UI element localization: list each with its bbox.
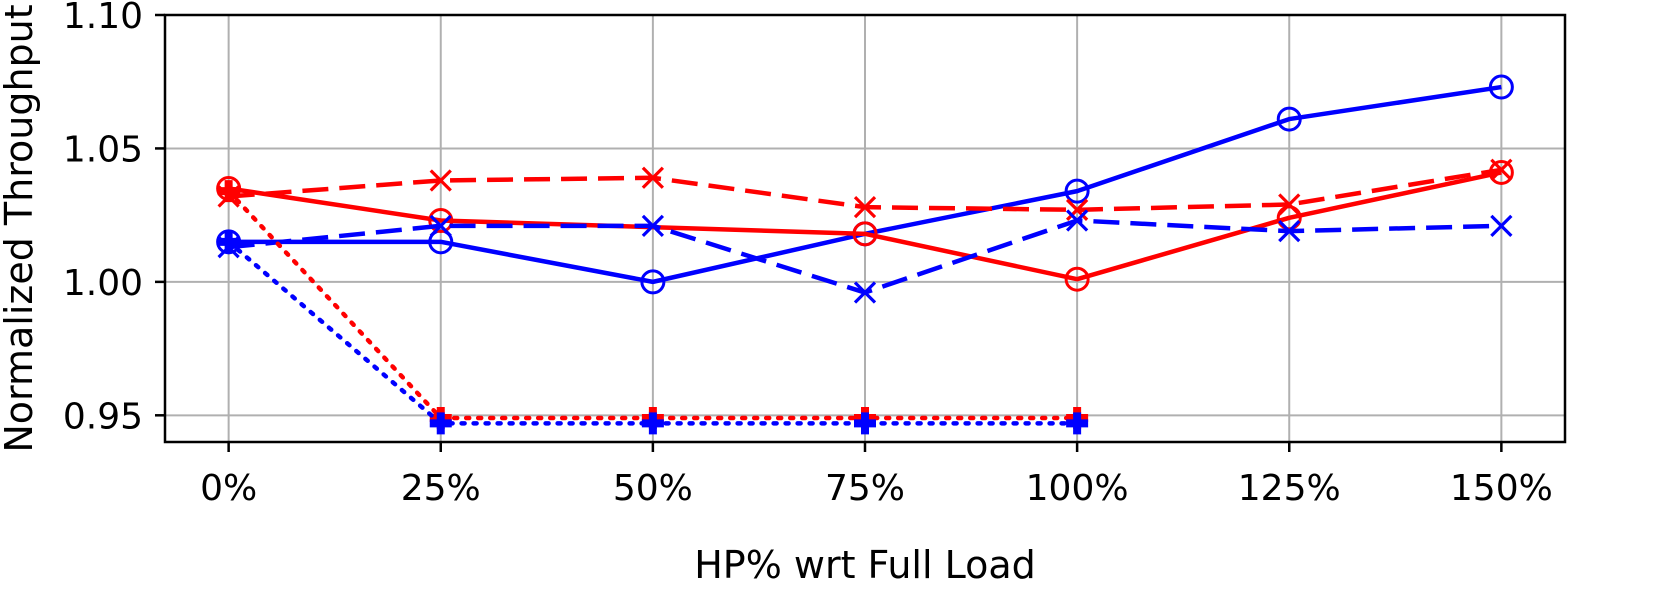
- y-tick-label: 1.10: [63, 0, 143, 37]
- series-6: [217, 230, 1089, 435]
- data-point: [1490, 214, 1513, 237]
- data-point: [1490, 158, 1513, 181]
- data-point: [1065, 209, 1089, 232]
- data-point: [429, 214, 452, 237]
- series-layer: [216, 74, 1514, 435]
- x-tick-label: 150%: [1450, 468, 1553, 509]
- data-point: [428, 207, 454, 233]
- data-point: [1064, 266, 1090, 292]
- data-point: [1488, 74, 1514, 100]
- data-point: [640, 269, 666, 295]
- x-axis-label: HP% wrt Full Load: [694, 543, 1036, 587]
- y-axis-label: Normalized Throughput: [0, 4, 41, 452]
- series-line: [226, 188, 1080, 421]
- x-tick-label: 0%: [200, 468, 257, 509]
- data-point: [853, 281, 877, 304]
- x-tick-label: 125%: [1238, 468, 1341, 509]
- data-point: [429, 412, 452, 435]
- data-point: [217, 230, 240, 253]
- y-tick-label: 1.05: [63, 129, 143, 170]
- x-tick-label: 50%: [613, 468, 693, 509]
- data-point: [1278, 220, 1301, 243]
- data-point: [641, 214, 665, 237]
- data-point: [1065, 198, 1089, 221]
- x-tick-label: 100%: [1026, 468, 1129, 509]
- data-point: [1064, 178, 1090, 204]
- y-tick-label: 1.00: [63, 263, 143, 304]
- ticks: 0% 25% 50% 75% 100% 125% 150% 0.95 1.00 1.05 1.10: [63, 0, 1553, 509]
- y-tick-label: 0.95: [63, 396, 143, 437]
- data-point: [429, 169, 452, 192]
- data-point: [1276, 106, 1302, 132]
- data-point: [854, 412, 876, 435]
- data-point: [853, 196, 877, 219]
- data-point: [1278, 193, 1301, 216]
- x-tick-label: 75%: [825, 468, 905, 509]
- x-tick-label: 25%: [401, 468, 481, 509]
- data-point: [217, 180, 240, 203]
- data-point: [641, 412, 664, 435]
- data-point: [641, 166, 665, 189]
- data-point: [1276, 205, 1302, 231]
- data-point: [1066, 412, 1089, 435]
- data-point: [852, 221, 878, 247]
